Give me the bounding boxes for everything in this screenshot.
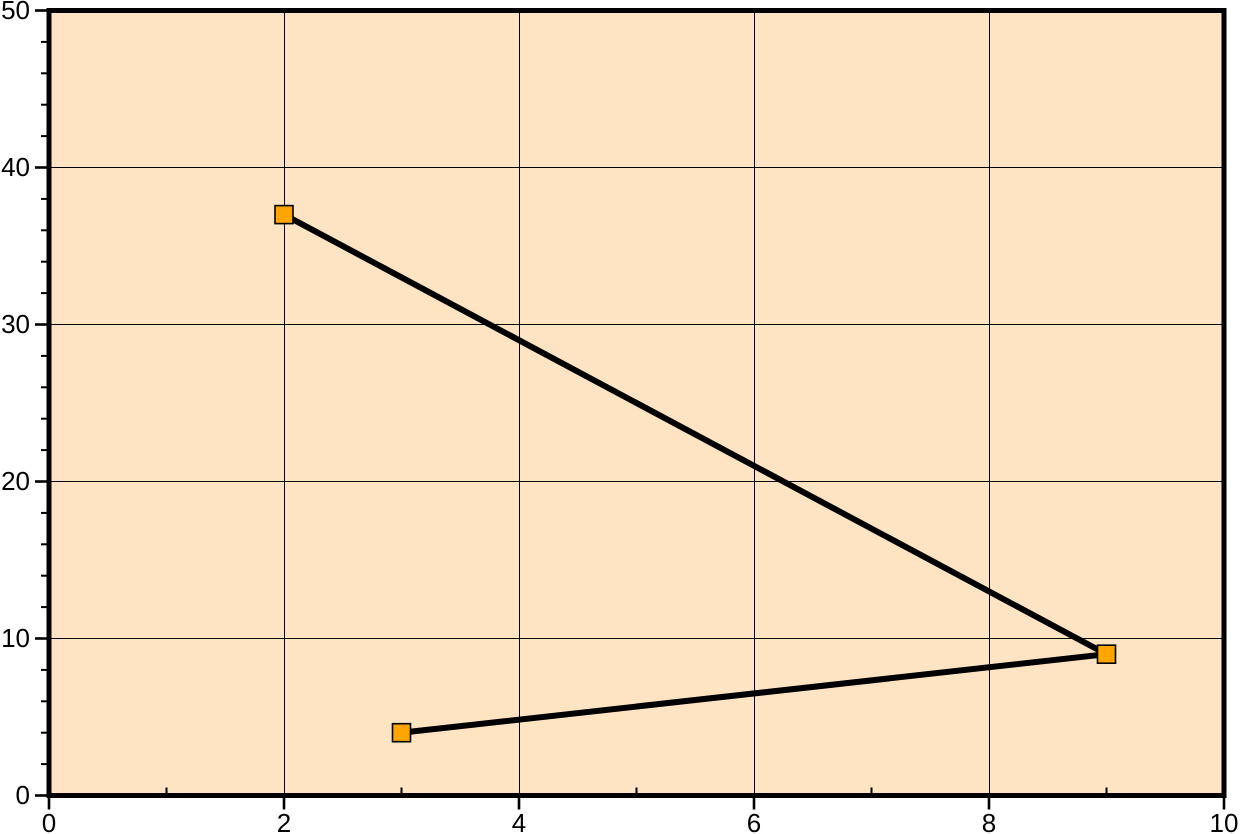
svg-text:20: 20 — [1, 466, 30, 496]
svg-text:2: 2 — [277, 808, 291, 834]
svg-text:30: 30 — [1, 309, 30, 339]
svg-text:8: 8 — [982, 808, 996, 834]
svg-text:10: 10 — [1210, 808, 1239, 834]
svg-text:0: 0 — [42, 808, 56, 834]
svg-text:4: 4 — [512, 808, 526, 834]
svg-text:50: 50 — [1, 0, 30, 25]
svg-text:10: 10 — [1, 623, 30, 653]
svg-text:40: 40 — [1, 152, 30, 182]
svg-text:6: 6 — [747, 808, 761, 834]
svg-text:0: 0 — [16, 780, 30, 810]
